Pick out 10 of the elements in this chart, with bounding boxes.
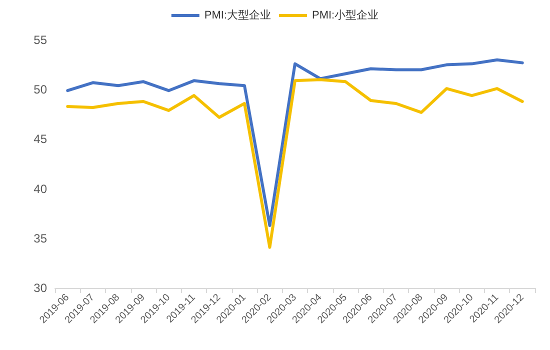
y-tick-label: 40 <box>34 182 48 196</box>
y-tick-label: 35 <box>34 231 48 246</box>
legend-label: PMI:小型企业 <box>312 8 379 22</box>
line-series <box>66 58 524 228</box>
legend-label: PMI:大型企业 <box>204 8 272 22</box>
y-tick-label: 50 <box>34 82 48 97</box>
line-series <box>66 78 524 249</box>
y-tick-label: 45 <box>34 132 48 146</box>
y-tick-label: 30 <box>34 281 48 295</box>
y-tick-label: 55 <box>34 33 48 47</box>
